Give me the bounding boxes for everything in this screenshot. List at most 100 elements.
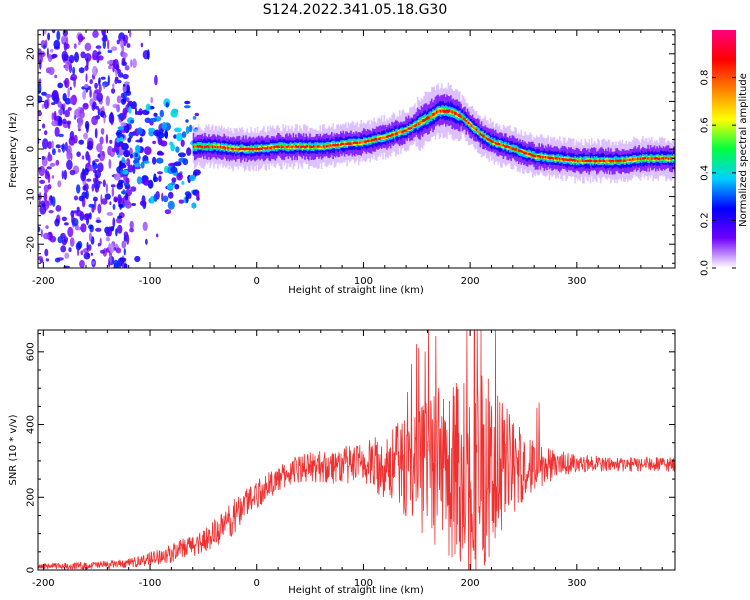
spectrogram-cell — [380, 137, 383, 140]
snr-y-tick-label: 400 — [26, 415, 37, 434]
spectrogram-cell — [77, 116, 84, 127]
spectrogram-cell — [118, 32, 125, 42]
spectrogram-cell — [94, 184, 100, 193]
spectrogram-cell — [126, 84, 130, 93]
spectrogram-cell — [61, 238, 67, 246]
spectrogram-cell — [575, 159, 578, 162]
spectrogram-cell — [73, 195, 79, 201]
spectrogram-cell — [76, 151, 81, 157]
spectrogram-cell — [252, 148, 255, 151]
spectrogram-cell — [199, 145, 201, 148]
spectrogram-cell — [479, 132, 482, 136]
spectrogram-cell — [143, 160, 150, 164]
spectrogram-cell — [528, 152, 530, 156]
spectrogram-cell — [558, 158, 561, 161]
spectrogram-cell — [547, 156, 549, 159]
spectrogram-cell — [57, 180, 62, 188]
spectrogram-y-axis-label: Frequency (Hz) — [8, 112, 19, 188]
spectrogram-cell — [238, 148, 241, 151]
spectrogram-cell — [57, 101, 62, 108]
spectrogram-cell — [89, 166, 94, 172]
spectrogram-cell — [129, 30, 132, 38]
spectrogram-cell — [108, 65, 112, 70]
spectrogram-cell — [429, 115, 432, 119]
spectrogram-cell — [67, 107, 72, 111]
spectrogram-cell — [189, 174, 196, 182]
spectrogram-cell — [89, 88, 92, 98]
spectrogram-cell — [117, 72, 124, 78]
spectrogram-cell — [117, 114, 125, 118]
spectrogram-cell — [116, 104, 120, 113]
spectrogram-cell — [565, 158, 567, 161]
spectrogram-cell — [299, 145, 301, 148]
spectrogram-cell — [106, 60, 114, 65]
spectrogram-cell — [150, 195, 155, 204]
spectrogram-cell — [129, 220, 134, 230]
spectrogram-cell — [452, 110, 455, 114]
spectrogram-cell — [520, 150, 523, 153]
spectrogram-cell — [148, 127, 156, 132]
spectrogram-cell — [341, 142, 343, 146]
spectrogram-cell — [45, 258, 50, 262]
spectrogram-cell — [58, 133, 64, 138]
spectrogram-cell — [245, 147, 247, 151]
spectrogram-cell — [576, 160, 579, 163]
spectrogram-cell — [41, 203, 46, 208]
spectrogram-cell — [640, 157, 643, 160]
spectrogram-cell — [106, 211, 114, 216]
spectrogram-cell — [42, 44, 46, 50]
spectrogram-cell — [145, 103, 151, 112]
spectrogram-cell — [633, 158, 635, 161]
spectrogram-cell — [340, 143, 342, 146]
spectrogram-cell — [188, 124, 193, 133]
spectrogram-cell — [343, 143, 346, 146]
spectrogram-cell — [514, 148, 516, 151]
spectrogram-cell — [130, 119, 134, 124]
spectrogram-cell — [535, 155, 538, 158]
spectrogram-cell — [378, 137, 380, 140]
spectrogram-cell — [109, 139, 113, 144]
spectrogram-cell — [254, 147, 256, 150]
spectrogram-cell — [95, 105, 100, 110]
spectrogram-cell — [49, 162, 56, 167]
spectrogram-cell — [338, 143, 341, 147]
spectrogram-cell — [263, 146, 265, 150]
colorbar-gradient — [712, 30, 736, 268]
spectrogram-cell — [208, 145, 210, 149]
spectrogram-cell — [167, 191, 174, 199]
spectrogram-cell — [144, 117, 151, 124]
spectrogram-cell — [313, 145, 315, 148]
spectrogram-cell — [164, 130, 169, 138]
spectrogram-cell — [309, 145, 311, 148]
spectrogram-cell — [574, 159, 576, 162]
spectrogram-cell — [638, 157, 640, 160]
spectrogram-cell — [502, 144, 505, 147]
snr-x-tick-label: 100 — [354, 578, 373, 589]
spectrogram-cell — [494, 141, 497, 145]
spectrogram-cell — [153, 112, 158, 117]
spectrogram-cell — [585, 159, 588, 163]
spectrogram-cell — [78, 195, 85, 202]
spectrogram-cell — [372, 138, 374, 142]
spectrogram-cell — [111, 186, 115, 197]
spectrogram-cell — [265, 147, 268, 150]
spectrogram-cell — [382, 136, 384, 139]
spectrogram-cell — [126, 97, 130, 103]
spectrogram-cell — [51, 175, 55, 179]
spectrogram-cell — [94, 128, 98, 139]
spectrogram-cell — [76, 206, 80, 212]
spectrogram-cell — [97, 108, 101, 116]
spectrogram-cell — [159, 109, 164, 118]
spectrogram-cell — [115, 68, 118, 78]
spectrogram-cell — [100, 76, 106, 80]
spectrogram-cell — [38, 165, 46, 177]
spectrogram-cell — [83, 132, 88, 140]
spectrogram-cell — [348, 142, 351, 145]
spectrogram-cell — [456, 112, 459, 116]
spectrogram-cell — [546, 156, 548, 159]
spectrogram-cell — [346, 142, 348, 145]
spectrogram-cell — [45, 93, 52, 98]
spectrogram-cell — [107, 49, 113, 54]
spectrogram-cell — [79, 259, 85, 268]
spectrogram-cell — [334, 143, 337, 147]
